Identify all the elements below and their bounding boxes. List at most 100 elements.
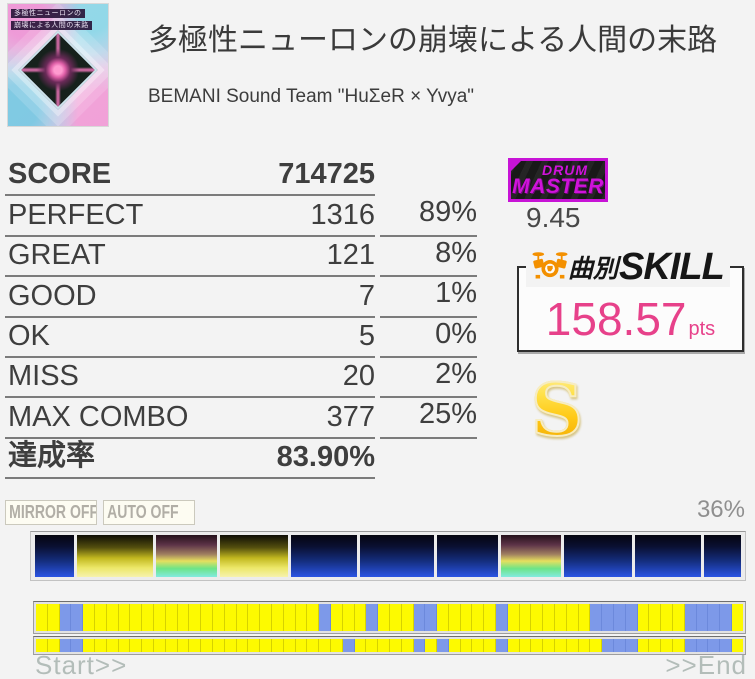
score-table: SCORE 714725 PERFECT 1316 89% GREAT 121 8% GOO… — [5, 156, 477, 480]
note-cell — [236, 639, 249, 652]
end-label: >>End — [665, 650, 747, 679]
note-cell — [47, 604, 60, 631]
section-graph — [30, 531, 746, 581]
note-bar-bottom-cells — [36, 639, 743, 652]
table-row: OK 5 0% — [5, 318, 477, 358]
note-cell — [260, 639, 272, 652]
note-cell — [519, 639, 532, 652]
row-value: 121 — [326, 239, 375, 272]
note-cell — [378, 604, 390, 631]
row-label: MISS — [8, 360, 79, 393]
start-label: Start>> — [35, 650, 128, 679]
drum-kit-icon — [532, 249, 568, 286]
note-cell — [507, 604, 520, 631]
row-label: GREAT — [8, 239, 106, 272]
note-cell — [260, 604, 272, 631]
note-cell — [437, 639, 449, 652]
score-row: SCORE 714725 — [5, 156, 477, 197]
note-cell — [543, 639, 556, 652]
note-cell — [83, 604, 95, 631]
note-cell — [614, 604, 626, 631]
note-cell — [578, 639, 591, 652]
song-title: 多極性ニューロンの崩壊による人間の末路 — [148, 24, 718, 57]
skill-label-en: SKILL — [619, 245, 725, 288]
note-cell — [201, 604, 213, 631]
row-value: 7 — [358, 279, 375, 312]
album-art-title-line2: 崩壊による人間の末路 — [11, 21, 92, 30]
note-cell — [165, 604, 178, 631]
auto-toggle-button[interactable]: AUTO OFF — [103, 500, 195, 525]
note-cell — [59, 604, 72, 631]
drum-master-badge: DRUM MASTER — [508, 158, 608, 202]
note-cell — [307, 639, 320, 652]
note-cell — [118, 604, 131, 631]
note-cell — [555, 639, 567, 652]
row-percent-value: 0% — [435, 317, 477, 350]
note-cell — [543, 604, 556, 631]
note-cell — [425, 604, 438, 631]
note-cell — [224, 639, 237, 652]
note-cell — [614, 639, 626, 652]
note-cell — [519, 604, 532, 631]
timeline-block-yellow — [220, 535, 288, 577]
table-row-percent: 1% — [380, 277, 477, 318]
score-label: SCORE — [8, 158, 112, 191]
note-cell — [708, 604, 721, 631]
note-cell — [696, 604, 709, 631]
table-row: MISS 20 2% — [5, 357, 477, 399]
skill-label-jp: 曲別 — [568, 255, 619, 283]
note-cell — [578, 604, 591, 631]
note-cell — [720, 639, 733, 652]
note-cell — [130, 604, 143, 631]
note-cell — [330, 639, 343, 652]
note-cell — [531, 604, 544, 631]
note-cell — [555, 604, 567, 631]
note-cell — [649, 604, 662, 631]
mirror-toggle-button[interactable]: MIRROR OFF — [5, 500, 97, 525]
skill-box: 曲別 SKILL 158.57 pts — [517, 246, 744, 352]
note-cell — [413, 639, 426, 652]
achievement-label: 達成率 — [8, 440, 96, 473]
row-value: 5 — [358, 319, 375, 352]
note-cell — [224, 604, 237, 631]
row-value: 1316 — [310, 198, 375, 231]
note-cell — [673, 639, 685, 652]
skill-points-value: 158.57 — [545, 293, 687, 345]
note-cell — [732, 604, 743, 631]
row-label: MAX COMBO — [8, 400, 189, 433]
album-art-title-line1: 多極性ニューロンの — [11, 9, 85, 18]
table-row: GOOD 7 1% — [5, 277, 477, 318]
note-cell — [625, 639, 638, 652]
song-artist: BEMANI Sound Team "HuΣeR × Yvya" — [148, 86, 475, 107]
note-cell — [201, 639, 213, 652]
note-cell — [661, 604, 674, 631]
note-cell — [566, 604, 579, 631]
row-percent-value: 1% — [435, 277, 477, 310]
note-cell — [366, 639, 379, 652]
timeline-block-blue — [563, 535, 632, 577]
note-cell — [189, 604, 202, 631]
table-row: GREAT 121 8% — [5, 236, 477, 278]
note-cell — [472, 604, 485, 631]
note-cell — [507, 639, 520, 652]
skill-points-unit: pts — [688, 318, 716, 340]
note-cell — [295, 604, 308, 631]
note-cell — [106, 604, 119, 631]
table-row-percent: 2% — [380, 357, 477, 399]
note-cell — [425, 639, 438, 652]
note-cell — [566, 639, 579, 652]
note-cell — [47, 639, 60, 652]
row-percent-value: 8% — [435, 236, 477, 269]
table-row: PERFECT 1316 89% — [5, 196, 477, 237]
note-cell — [720, 604, 733, 631]
badge-line1: DRUM — [542, 162, 588, 178]
note-cell — [36, 604, 48, 631]
note-cell — [271, 639, 284, 652]
note-cell — [71, 639, 84, 652]
row-percent-value: 2% — [435, 357, 477, 390]
note-cell — [389, 639, 402, 652]
table-row-main: MAX COMBO 377 — [5, 398, 375, 439]
score-value: 714725 — [278, 158, 375, 191]
table-row-percent: 0% — [380, 318, 477, 358]
